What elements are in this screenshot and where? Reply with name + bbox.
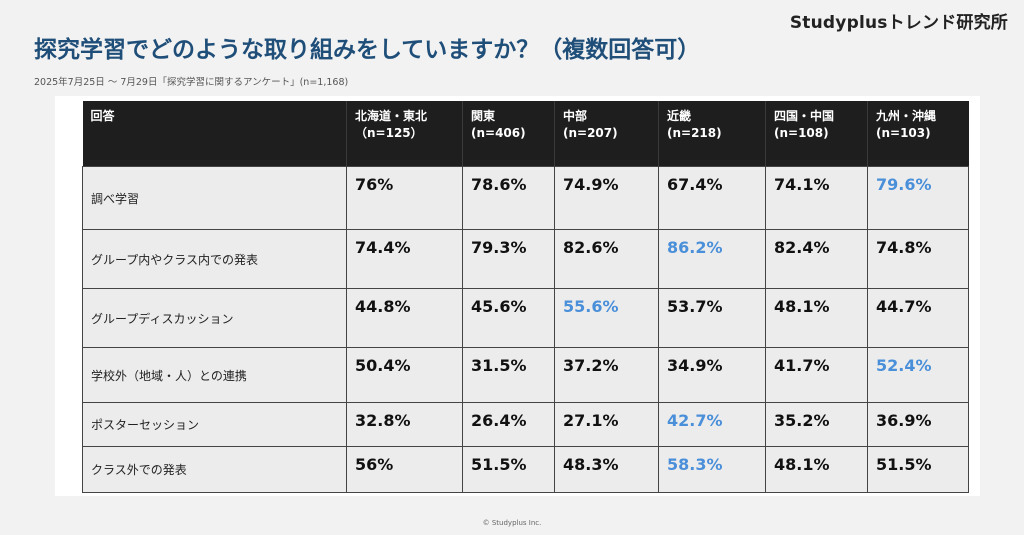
sample-size: (n=218) (667, 125, 759, 142)
table-row: 調べ学習 76% 78.6% 74.9% 67.4% 74.1% 79.6% (83, 167, 969, 230)
value-cell: 82.4% (766, 230, 868, 289)
value-cell: 44.7% (868, 289, 969, 348)
answer-cell: 調べ学習 (83, 167, 347, 230)
results-table: 回答 北海道・東北 （n=125） 関東 (n=406) 中部 (n=207) 近畿(… (82, 101, 969, 493)
region-label: 関東 (471, 108, 548, 125)
brand-logo-text: Studyplusトレンド研究所 (790, 8, 1008, 33)
table-header-row: 回答 北海道・東北 （n=125） 関東 (n=406) 中部 (n=207) 近畿(… (83, 101, 969, 167)
table-panel: 回答 北海道・東北 （n=125） 関東 (n=406) 中部 (n=207) 近畿(… (55, 96, 980, 496)
column-header: 四国・中国 (n=108) (766, 101, 868, 167)
value-cell: 35.2% (766, 403, 868, 447)
answer-cell: グループ内やクラス内での発表 (83, 230, 347, 289)
value-cell: 31.5% (463, 348, 555, 403)
table-row: クラス外での発表 56% 51.5% 48.3% 58.3% 48.1% 51.… (83, 447, 969, 493)
value-cell: 86.2% (659, 230, 766, 289)
value-cell: 26.4% (463, 403, 555, 447)
value-cell: 76% (347, 167, 463, 230)
sample-size: (n=103) (876, 125, 963, 142)
page-title: 探究学習でどのような取り組みをしていますか？（複数回答可） (34, 30, 700, 64)
value-cell: 56% (347, 447, 463, 493)
table-row: グループディスカッション 44.8% 45.6% 55.6% 53.7% 48.… (83, 289, 969, 348)
value-cell: 74.4% (347, 230, 463, 289)
value-cell: 55.6% (555, 289, 659, 348)
value-cell: 67.4% (659, 167, 766, 230)
value-cell: 79.3% (463, 230, 555, 289)
sample-size: (n=406) (471, 125, 548, 142)
value-cell: 74.9% (555, 167, 659, 230)
value-cell: 32.8% (347, 403, 463, 447)
value-cell: 34.9% (659, 348, 766, 403)
value-cell: 74.1% (766, 167, 868, 230)
value-cell: 44.8% (347, 289, 463, 348)
column-header: 九州・沖縄 (n=103) (868, 101, 969, 167)
value-cell: 36.9% (868, 403, 969, 447)
value-cell: 42.7% (659, 403, 766, 447)
sample-size: (n=207) (563, 125, 652, 142)
column-header: 近畿 (n=218) (659, 101, 766, 167)
column-header: 関東 (n=406) (463, 101, 555, 167)
region-label: 四国・中国 (774, 108, 861, 125)
value-cell: 52.4% (868, 348, 969, 403)
table-row: 学校外（地域・人）との連携 50.4% 31.5% 37.2% 34.9% 41… (83, 348, 969, 403)
sample-size: （n=125） (355, 125, 456, 142)
survey-note: 2025年7月25日 〜 7月29日「探究学習に関するアンケート」(n=1,16… (34, 74, 348, 88)
value-cell: 78.6% (463, 167, 555, 230)
region-label: 近畿 (667, 108, 759, 125)
value-cell: 51.5% (463, 447, 555, 493)
value-cell: 48.1% (766, 289, 868, 348)
region-label: 中部 (563, 108, 652, 125)
copyright-footer: © Studyplus Inc. (0, 519, 1024, 527)
value-cell: 37.2% (555, 348, 659, 403)
value-cell: 82.6% (555, 230, 659, 289)
region-label: 北海道・東北 (355, 108, 456, 125)
column-header: 北海道・東北 （n=125） (347, 101, 463, 167)
answer-cell: ポスターセッション (83, 403, 347, 447)
answer-cell: 学校外（地域・人）との連携 (83, 348, 347, 403)
value-cell: 51.5% (868, 447, 969, 493)
value-cell: 53.7% (659, 289, 766, 348)
table-row: グループ内やクラス内での発表 74.4% 79.3% 82.6% 86.2% 8… (83, 230, 969, 289)
answer-cell: グループディスカッション (83, 289, 347, 348)
value-cell: 27.1% (555, 403, 659, 447)
region-label: 九州・沖縄 (876, 108, 963, 125)
value-cell: 58.3% (659, 447, 766, 493)
table-row: ポスターセッション 32.8% 26.4% 27.1% 42.7% 35.2% … (83, 403, 969, 447)
value-cell: 74.8% (868, 230, 969, 289)
value-cell: 48.1% (766, 447, 868, 493)
value-cell: 45.6% (463, 289, 555, 348)
column-header: 中部 (n=207) (555, 101, 659, 167)
sample-size: (n=108) (774, 125, 861, 142)
value-cell: 48.3% (555, 447, 659, 493)
answer-cell: クラス外での発表 (83, 447, 347, 493)
value-cell: 79.6% (868, 167, 969, 230)
answer-column-header: 回答 (83, 101, 347, 167)
value-cell: 50.4% (347, 348, 463, 403)
value-cell: 41.7% (766, 348, 868, 403)
